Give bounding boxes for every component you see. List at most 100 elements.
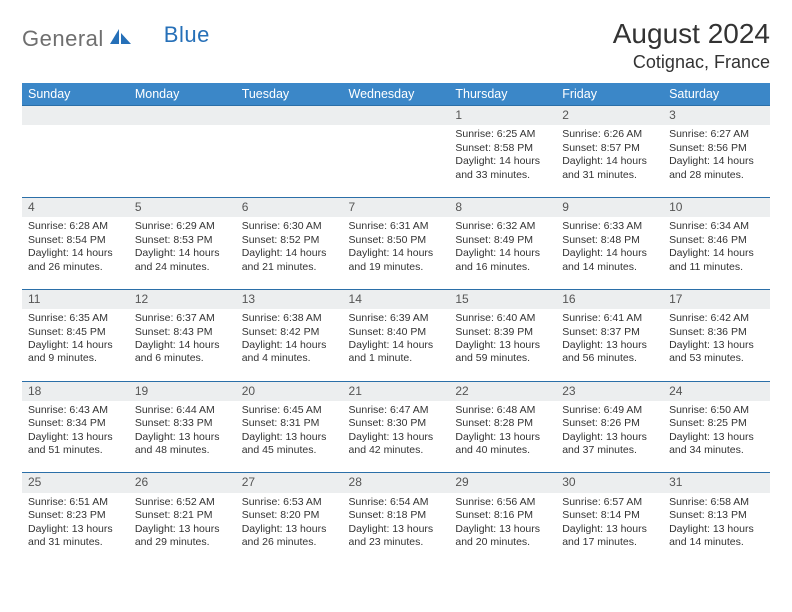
sunset-line: Sunset: 8:14 PM (562, 509, 657, 522)
day-number: 27 (236, 473, 343, 493)
day-cell: Sunrise: 6:51 AMSunset: 8:23 PMDaylight:… (22, 493, 129, 565)
sunrise-line: Sunrise: 6:56 AM (455, 496, 550, 509)
sunset-line: Sunset: 8:30 PM (349, 417, 444, 430)
daylight-line: Daylight: 14 hours and 1 minute. (349, 339, 444, 366)
sunrise-line: Sunrise: 6:30 AM (242, 220, 337, 233)
day-cell: Sunrise: 6:44 AMSunset: 8:33 PMDaylight:… (129, 401, 236, 473)
sunset-line: Sunset: 8:16 PM (455, 509, 550, 522)
day-cell: Sunrise: 6:49 AMSunset: 8:26 PMDaylight:… (556, 401, 663, 473)
day-cell (129, 125, 236, 197)
day-cell: Sunrise: 6:28 AMSunset: 8:54 PMDaylight:… (22, 217, 129, 289)
day-number: 24 (663, 381, 770, 401)
sunrise-line: Sunrise: 6:54 AM (349, 496, 444, 509)
sunrise-line: Sunrise: 6:47 AM (349, 404, 444, 417)
daylight-line: Daylight: 13 hours and 56 minutes. (562, 339, 657, 366)
day-number (343, 106, 450, 126)
day-number: 17 (663, 289, 770, 309)
daylight-line: Daylight: 13 hours and 34 minutes. (669, 431, 764, 458)
sunrise-line: Sunrise: 6:57 AM (562, 496, 657, 509)
day-cell: Sunrise: 6:48 AMSunset: 8:28 PMDaylight:… (449, 401, 556, 473)
day-cell: Sunrise: 6:25 AMSunset: 8:58 PMDaylight:… (449, 125, 556, 197)
sunrise-line: Sunrise: 6:43 AM (28, 404, 123, 417)
day-header: Tuesday (236, 83, 343, 106)
sunset-line: Sunset: 8:52 PM (242, 234, 337, 247)
sunrise-line: Sunrise: 6:44 AM (135, 404, 230, 417)
sunrise-line: Sunrise: 6:26 AM (562, 128, 657, 141)
sunrise-line: Sunrise: 6:51 AM (28, 496, 123, 509)
sunrise-line: Sunrise: 6:45 AM (242, 404, 337, 417)
daylight-line: Daylight: 13 hours and 37 minutes. (562, 431, 657, 458)
day-header: Thursday (449, 83, 556, 106)
sunrise-line: Sunrise: 6:41 AM (562, 312, 657, 325)
daylight-line: Daylight: 13 hours and 53 minutes. (669, 339, 764, 366)
sunrise-line: Sunrise: 6:38 AM (242, 312, 337, 325)
sunrise-line: Sunrise: 6:50 AM (669, 404, 764, 417)
day-number: 20 (236, 381, 343, 401)
calendar-page: General Blue August 2024 Cotignac, Franc… (0, 0, 792, 565)
sunset-line: Sunset: 8:25 PM (669, 417, 764, 430)
day-number (236, 106, 343, 126)
content-row: Sunrise: 6:51 AMSunset: 8:23 PMDaylight:… (22, 493, 770, 565)
day-number: 8 (449, 197, 556, 217)
logo-sail-icon (108, 27, 132, 52)
daylight-line: Daylight: 14 hours and 21 minutes. (242, 247, 337, 274)
content-row: Sunrise: 6:25 AMSunset: 8:58 PMDaylight:… (22, 125, 770, 197)
daylight-line: Daylight: 13 hours and 45 minutes. (242, 431, 337, 458)
sunset-line: Sunset: 8:18 PM (349, 509, 444, 522)
daylight-line: Daylight: 13 hours and 31 minutes. (28, 523, 123, 550)
month-title: August 2024 (613, 18, 770, 50)
sunrise-line: Sunrise: 6:42 AM (669, 312, 764, 325)
day-cell: Sunrise: 6:33 AMSunset: 8:48 PMDaylight:… (556, 217, 663, 289)
logo: General Blue (22, 18, 210, 52)
location: Cotignac, France (613, 52, 770, 73)
daylight-line: Daylight: 14 hours and 14 minutes. (562, 247, 657, 274)
sunset-line: Sunset: 8:58 PM (455, 142, 550, 155)
sunrise-line: Sunrise: 6:35 AM (28, 312, 123, 325)
sunrise-line: Sunrise: 6:52 AM (135, 496, 230, 509)
sunset-line: Sunset: 8:28 PM (455, 417, 550, 430)
day-cell: Sunrise: 6:45 AMSunset: 8:31 PMDaylight:… (236, 401, 343, 473)
day-header: Monday (129, 83, 236, 106)
sunset-line: Sunset: 8:39 PM (455, 326, 550, 339)
daylight-line: Daylight: 13 hours and 42 minutes. (349, 431, 444, 458)
day-number: 2 (556, 106, 663, 126)
daylight-line: Daylight: 14 hours and 16 minutes. (455, 247, 550, 274)
day-number: 7 (343, 197, 450, 217)
day-number: 31 (663, 473, 770, 493)
content-row: Sunrise: 6:28 AMSunset: 8:54 PMDaylight:… (22, 217, 770, 289)
sunset-line: Sunset: 8:45 PM (28, 326, 123, 339)
sunset-line: Sunset: 8:56 PM (669, 142, 764, 155)
day-cell: Sunrise: 6:50 AMSunset: 8:25 PMDaylight:… (663, 401, 770, 473)
day-number: 29 (449, 473, 556, 493)
content-row: Sunrise: 6:35 AMSunset: 8:45 PM Daylight:… (22, 309, 770, 381)
sunset-line: Sunset: 8:13 PM (669, 509, 764, 522)
day-cell: Sunrise: 6:27 AMSunset: 8:56 PMDaylight:… (663, 125, 770, 197)
day-cell: Sunrise: 6:31 AMSunset: 8:50 PMDaylight:… (343, 217, 450, 289)
day-cell: Sunrise: 6:54 AMSunset: 8:18 PMDaylight:… (343, 493, 450, 565)
daylight-line: Daylight: 13 hours and 40 minutes. (455, 431, 550, 458)
day-number: 23 (556, 381, 663, 401)
daylight-line: Daylight: 13 hours and 29 minutes. (135, 523, 230, 550)
daylight-line: Daylight: 13 hours and 51 minutes. (28, 431, 123, 458)
day-cell: Sunrise: 6:43 AMSunset: 8:34 PMDaylight:… (22, 401, 129, 473)
daylight-line: Daylight: 13 hours and 23 minutes. (349, 523, 444, 550)
day-cell: Sunrise: 6:26 AMSunset: 8:57 PMDaylight:… (556, 125, 663, 197)
day-number (129, 106, 236, 126)
day-header-row: Sunday Monday Tuesday Wednesday Thursday… (22, 83, 770, 106)
sunset-line: Sunset: 8:31 PM (242, 417, 337, 430)
sunrise-line: Sunrise: 6:53 AM (242, 496, 337, 509)
day-cell (236, 125, 343, 197)
sunset-line: Sunset: 8:57 PM (562, 142, 657, 155)
sunrise-line: Sunrise: 6:58 AM (669, 496, 764, 509)
day-number: 11 (22, 289, 129, 309)
sunrise-line: Sunrise: 6:40 AM (455, 312, 550, 325)
daylight-line: Daylight: 13 hours and 59 minutes. (455, 339, 550, 366)
sunrise-line: Sunrise: 6:27 AM (669, 128, 764, 141)
day-cell: Sunrise: 6:52 AMSunset: 8:21 PMDaylight:… (129, 493, 236, 565)
daylight-line: Daylight: 14 hours and 6 minutes. (135, 339, 230, 366)
sunset-line: Sunset: 8:34 PM (28, 417, 123, 430)
day-number: 18 (22, 381, 129, 401)
day-number: 30 (556, 473, 663, 493)
daylight-line: Daylight: 14 hours and 24 minutes. (135, 247, 230, 274)
day-header: Saturday (663, 83, 770, 106)
